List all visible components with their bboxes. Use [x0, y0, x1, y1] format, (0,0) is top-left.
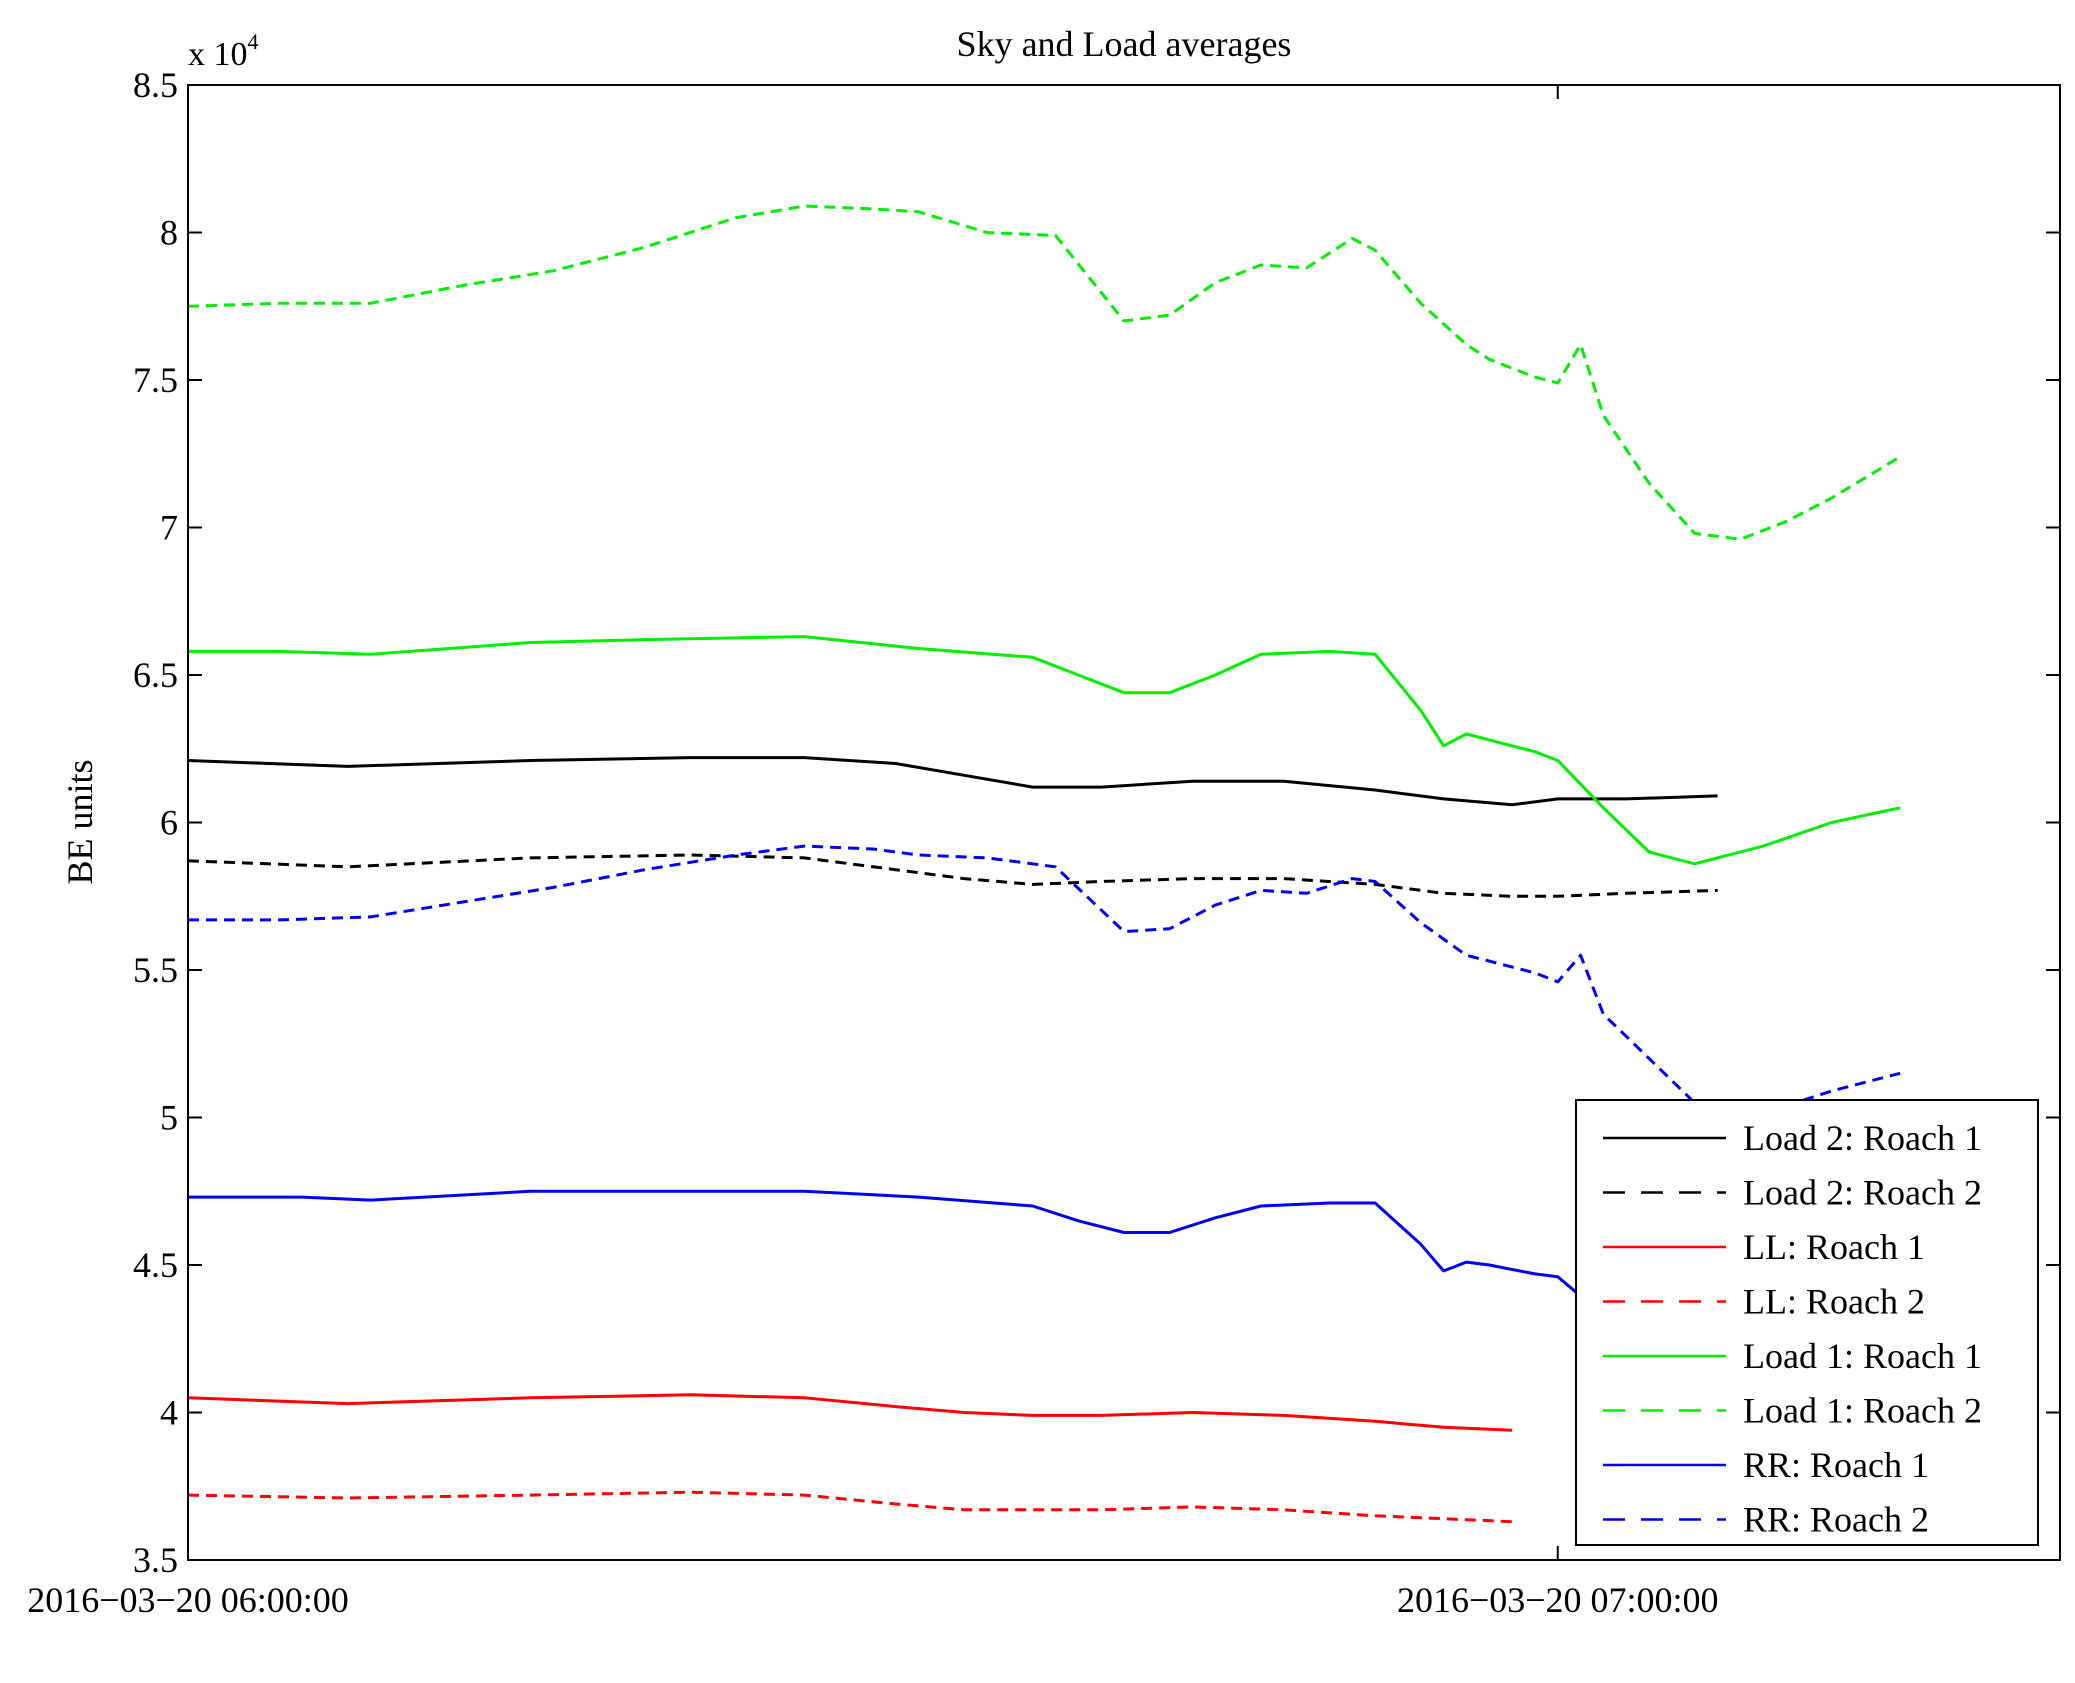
legend-label: Load 1: Roach 2: [1743, 1391, 1982, 1431]
x-tick-label: 2016−03−20 07:00:00: [1397, 1580, 1719, 1620]
y-multiplier-exponent: 4: [248, 29, 259, 54]
y-tick-label: 7.5: [133, 360, 178, 400]
legend-label: Load 2: Roach 2: [1743, 1173, 1982, 1213]
y-tick-label: 6.5: [133, 655, 178, 695]
y-multiplier-base: x 10: [188, 36, 248, 73]
series-line-5: [188, 635, 1901, 866]
y-tick-label: 4: [160, 1393, 178, 1433]
legend-box: [1575, 1099, 2039, 1546]
legend-items: Load 2: Roach 1 Load 2: Roach 2 LL: Roach …: [1603, 1118, 1982, 1540]
series-line-8: [188, 844, 1901, 1119]
series-line-7: [188, 1189, 1696, 1355]
y-tick-label: 3.5: [133, 1540, 178, 1580]
legend-label: RR: Roach 1: [1743, 1445, 1929, 1485]
y-axis-label: BE units: [60, 759, 100, 884]
chart-title: Sky and Load averages: [957, 24, 1292, 64]
series-line-3: [187, 1393, 1513, 1432]
legend: Load 2: Roach 1 Load 2: Roach 2 LL: Roach …: [1575, 1099, 2039, 1546]
y-multiplier: x 104: [188, 29, 259, 73]
series-line-1: [187, 756, 1718, 807]
y-tick-label: 8.5: [133, 65, 178, 105]
y-tick-label: 5.5: [133, 950, 178, 990]
y-tick-label: 5: [160, 1098, 178, 1138]
series-line-4: [187, 1490, 1513, 1524]
legend-label: Load 1: Roach 1: [1743, 1336, 1982, 1376]
y-tick-label: 4.5: [133, 1245, 178, 1285]
x-tick-label: 2016−03−20 06:00:00: [27, 1580, 349, 1620]
series-line-6: [187, 204, 1901, 541]
y-tick-label: 7: [160, 508, 178, 548]
ticks-layer: 3.5 4 4.5 5 5.5 6 6.5 7 7.5 8 8.5 2016−03−20 06:00:…: [27, 65, 2060, 1620]
series-layer: [187, 204, 1901, 1524]
legend-label: RR: Roach 2: [1743, 1500, 1929, 1540]
legend-label: LL: Roach 1: [1743, 1227, 1925, 1267]
legend-label: LL: Roach 2: [1743, 1282, 1925, 1322]
y-tick-label: 8: [160, 213, 178, 253]
y-tick-label: 6: [160, 803, 178, 843]
series-line-2: [187, 853, 1718, 898]
legend-label: Load 2: Roach 1: [1743, 1118, 1982, 1158]
